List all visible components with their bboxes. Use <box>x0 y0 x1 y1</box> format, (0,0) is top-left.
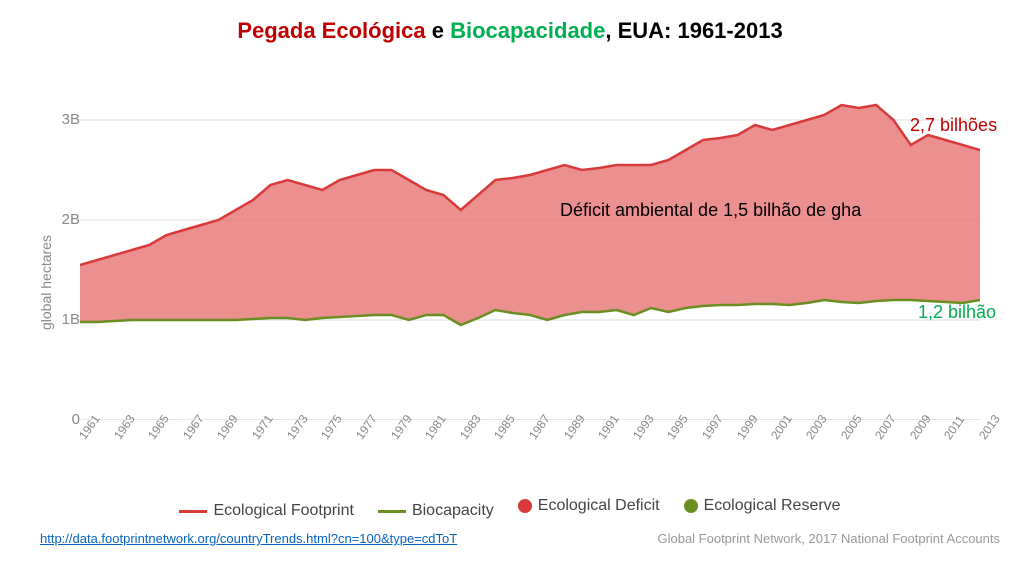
title-part-footprint: Pegada Ecológica <box>237 18 425 43</box>
annotation-top-value: 2,7 bilhões <box>910 115 997 136</box>
legend-item: Ecological Footprint <box>179 502 354 520</box>
annotation-bottom-value: 1,2 bilhão <box>918 302 996 323</box>
source-link[interactable]: http://data.footprintnetwork.org/country… <box>40 531 457 546</box>
y-tick-label: 2B <box>44 211 80 228</box>
title-part-rest: , EUA: 1961-2013 <box>605 18 782 43</box>
legend-label: Ecological Deficit <box>538 497 660 515</box>
y-tick-label: 0 <box>44 411 80 428</box>
x-tick-label: 2013 <box>976 412 1003 442</box>
chart-svg <box>80 90 980 420</box>
legend-label: Biocapacity <box>412 502 494 520</box>
annotation-deficit: Déficit ambiental de 1,5 bilhão de gha <box>560 200 861 221</box>
y-tick-label: 3B <box>44 111 80 128</box>
attribution-text: Global Footprint Network, 2017 National … <box>657 531 1000 546</box>
legend-line-swatch <box>179 510 207 513</box>
legend-dot-swatch <box>684 499 698 513</box>
legend-label: Ecological Reserve <box>704 497 841 515</box>
title-sep: e <box>426 18 450 43</box>
legend-line-swatch <box>378 510 406 513</box>
legend-dot-swatch <box>518 499 532 513</box>
chart-area: global hectares 01B2B3B 1961196319651967… <box>32 90 992 480</box>
legend-item: Ecological Reserve <box>684 497 841 515</box>
chart-legend: Ecological Footprint Biocapacity Ecologica… <box>0 497 1020 521</box>
y-tick-label: 1B <box>44 311 80 328</box>
chart-title: Pegada Ecológica e Biocapacidade, EUA: 1… <box>0 0 1020 44</box>
legend-item: Biocapacity <box>378 502 494 520</box>
legend-item: Ecological Deficit <box>518 497 660 515</box>
legend-label: Ecological Footprint <box>213 502 354 520</box>
title-part-biocapacity: Biocapacidade <box>450 18 605 43</box>
